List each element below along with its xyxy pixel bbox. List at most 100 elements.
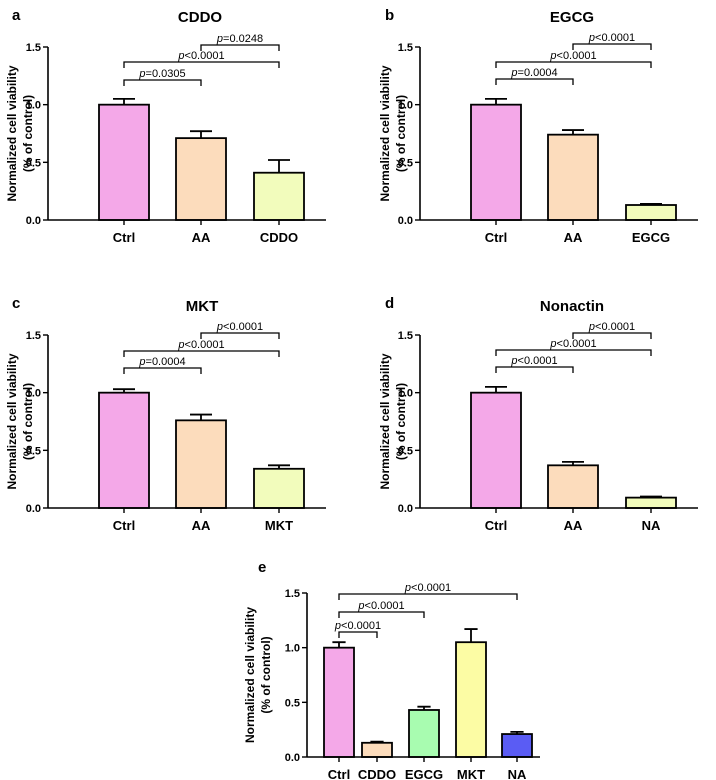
- significance-bracket: [338, 631, 378, 638]
- y-tick-label: 1.0: [398, 388, 413, 400]
- significance-bracket: [123, 79, 202, 86]
- p-symbol: p: [216, 33, 223, 45]
- error-bar: [510, 730, 524, 735]
- error-bar: [190, 413, 212, 421]
- p-value: =0.0305: [146, 68, 186, 80]
- significance-bracket: [495, 61, 652, 68]
- panel-title: EGCG: [550, 9, 594, 26]
- y-tick-label: 1.0: [26, 388, 41, 400]
- y-axis-label: (% of control): [21, 383, 35, 460]
- error-bar: [640, 495, 662, 498]
- p-symbol: p: [588, 321, 595, 333]
- significance-bracket: [123, 367, 202, 374]
- bar-egcg: [625, 204, 677, 221]
- p-symbol: p: [138, 356, 145, 368]
- p-value-label: p=0.0248: [216, 33, 263, 45]
- panel-letter: d: [385, 295, 394, 312]
- panel-letter: c: [12, 295, 20, 312]
- y-axis-label: Normalized cell viability: [5, 353, 19, 489]
- error-bar: [268, 159, 290, 173]
- y-tick-label: 1.0: [26, 100, 41, 112]
- error-bar: [485, 98, 507, 105]
- error-bar: [464, 628, 478, 643]
- chart-panel-a: a CDDO Normalized cell viability (% of cont…: [5, 7, 326, 245]
- p-value: <0.0001: [365, 600, 405, 612]
- y-axis-label: (% of control): [21, 95, 35, 172]
- y-tick-label: 0.5: [26, 445, 41, 457]
- significance-bracket: [572, 332, 652, 339]
- p-symbol: p: [138, 68, 145, 80]
- y-tick-label: 1.5: [398, 330, 413, 342]
- significance-bracket: [123, 350, 280, 357]
- y-tick-label: 1.0: [398, 100, 413, 112]
- error-bar: [113, 98, 135, 105]
- y-tick-label: 0.5: [398, 157, 413, 169]
- bar-ctrl: [470, 391, 522, 509]
- p-symbol: p: [216, 321, 223, 333]
- panel-letter: e: [258, 559, 266, 576]
- y-tick-label: 0.0: [398, 503, 413, 515]
- p-value: <0.0001: [411, 582, 451, 594]
- bar-cddo: [361, 741, 393, 758]
- bar-mkt: [455, 641, 487, 758]
- panel-letter: b: [385, 7, 394, 24]
- p-value-label: p<0.0001: [588, 321, 635, 333]
- p-value-label: p<0.0001: [404, 582, 451, 594]
- bar-aa: [175, 137, 227, 221]
- x-tick-label: Ctrl: [113, 518, 135, 533]
- p-value-label: p<0.0001: [357, 600, 404, 612]
- bar-aa: [175, 419, 227, 509]
- p-value-label: p<0.0001: [549, 338, 596, 350]
- y-axis-label: Normalized cell viability: [5, 65, 19, 201]
- p-value-label: p<0.0001: [177, 50, 224, 62]
- panel-title: MKT: [186, 298, 219, 315]
- p-value-label: p<0.0001: [510, 355, 557, 367]
- p-symbol: p: [510, 67, 517, 79]
- bar-na: [625, 496, 677, 509]
- p-symbol: p: [510, 355, 517, 367]
- x-tick-label: EGCG: [632, 230, 670, 245]
- y-tick-label: 0.0: [26, 215, 41, 227]
- x-tick-label: Ctrl: [485, 230, 507, 245]
- bar-aa: [547, 464, 599, 509]
- p-value-label: p=0.0305: [138, 68, 185, 80]
- p-value-label: p<0.0001: [588, 32, 635, 44]
- x-tick-label: Ctrl: [485, 518, 507, 533]
- significance-bracket: [338, 593, 518, 600]
- x-tick-label: MKT: [457, 767, 485, 780]
- y-tick-label: 1.0: [285, 643, 300, 655]
- x-tick-label: NA: [508, 767, 527, 780]
- y-axis-label: Normalized cell viability: [378, 65, 392, 201]
- p-symbol: p: [588, 32, 595, 44]
- error-bar: [640, 202, 662, 206]
- significance-bracket: [495, 78, 574, 85]
- significance-bracket: [338, 611, 425, 618]
- p-symbol: p: [549, 50, 556, 62]
- error-bar: [370, 740, 384, 743]
- p-value: <0.0001: [185, 50, 225, 62]
- bar-ctrl: [98, 103, 150, 221]
- panel-letter: a: [12, 7, 21, 24]
- p-value-label: p<0.0001: [216, 321, 263, 333]
- y-tick-label: 0.5: [398, 445, 413, 457]
- p-value: =0.0004: [518, 67, 558, 79]
- bar-ctrl: [323, 646, 355, 758]
- p-value: <0.0001: [518, 355, 558, 367]
- y-axis-label: (% of control): [259, 636, 273, 713]
- x-tick-label: NA: [642, 518, 661, 533]
- x-tick-label: CDDO: [260, 230, 298, 245]
- y-axis-label: (% of control): [394, 95, 408, 172]
- x-tick-label: AA: [192, 230, 211, 245]
- x-tick-label: AA: [564, 518, 583, 533]
- p-value-label: p<0.0001: [334, 620, 381, 632]
- x-tick-label: CDDO: [358, 767, 396, 780]
- p-value-label: p<0.0001: [549, 50, 596, 62]
- error-bar: [190, 130, 212, 139]
- bar-ctrl: [98, 391, 150, 509]
- x-tick-label: AA: [192, 518, 211, 533]
- p-symbol: p: [549, 338, 556, 350]
- significance-bracket: [123, 61, 280, 68]
- significance-bracket: [200, 332, 280, 339]
- p-value: <0.0001: [185, 339, 225, 351]
- p-symbol: p: [404, 582, 411, 594]
